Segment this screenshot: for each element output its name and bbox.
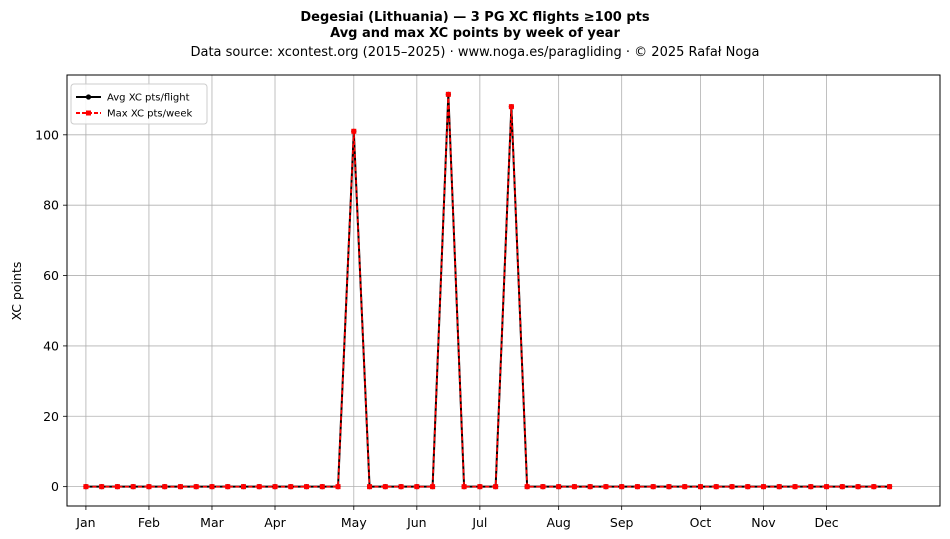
- x-tick-label: Sep: [610, 515, 634, 530]
- data-point-max: [146, 484, 152, 490]
- legend-label-avg: Avg XC pts/flight: [107, 93, 190, 104]
- data-point-max: [508, 104, 514, 110]
- data-point-max: [225, 484, 231, 490]
- data-point-max: [603, 484, 609, 490]
- series-line-max: [85, 93, 890, 488]
- data-point-max: [177, 484, 183, 490]
- data-point-max: [729, 484, 735, 490]
- data-point-max: [524, 484, 530, 490]
- data-point-max: [619, 484, 625, 490]
- data-point-max: [887, 484, 893, 490]
- data-point-max: [682, 484, 688, 490]
- data-point-max: [209, 484, 215, 490]
- data-point-max: [792, 484, 798, 490]
- x-tick-label: Mar: [200, 515, 224, 530]
- data-point-max: [587, 484, 593, 490]
- data-point-max: [162, 484, 168, 490]
- data-point-max: [666, 484, 672, 490]
- data-point-max: [871, 484, 877, 490]
- axes: 0 20 40 60 80 100 Jan Feb Mar Apr May Jun Jul Aug Sep O…: [35, 127, 839, 530]
- data-point-max: [367, 484, 373, 490]
- data-point-max: [382, 484, 388, 490]
- data-point-max: [634, 484, 640, 490]
- data-point-max: [697, 484, 703, 490]
- y-tick-label: 0: [51, 479, 59, 494]
- data-point-max: [114, 484, 120, 490]
- data-point-max: [83, 484, 89, 490]
- data-point-max: [414, 484, 420, 490]
- series-layer: [83, 91, 893, 490]
- x-tick-label: May: [341, 515, 367, 530]
- data-point-max: [571, 484, 577, 490]
- chart-subtitle: Data source: xcontest.org (2015–2025) · …: [190, 45, 759, 60]
- data-point-max: [808, 484, 814, 490]
- data-point-max: [776, 484, 782, 490]
- legend-label-max: Max XC pts/week: [107, 109, 192, 120]
- data-point-max: [824, 484, 830, 490]
- chart-title: Degesiai (Lithuania) — 3 PG XC flights ≥…: [300, 10, 649, 25]
- data-point-max: [319, 484, 325, 490]
- data-point-max: [445, 91, 451, 97]
- data-point-max: [839, 484, 845, 490]
- y-tick-label: 80: [43, 198, 59, 213]
- x-tick-label: Apr: [264, 515, 286, 530]
- data-point-max: [256, 484, 262, 490]
- x-tick-label: Jan: [75, 515, 95, 530]
- legend: Avg XC pts/flight Max XC pts/week: [70, 83, 208, 125]
- data-point-max: [713, 484, 719, 490]
- data-point-max: [855, 484, 861, 490]
- data-point-max: [493, 484, 499, 490]
- data-point-max: [335, 484, 341, 490]
- legend-box: [70, 83, 208, 125]
- data-point-max: [540, 484, 546, 490]
- data-point-max: [461, 484, 467, 490]
- data-point-max: [193, 484, 199, 490]
- y-tick-label: 100: [35, 127, 59, 142]
- data-point-max: [304, 484, 310, 490]
- legend-marker-avg: [85, 94, 92, 100]
- x-tick-label: Jun: [406, 515, 427, 530]
- x-tick-label: Jul: [471, 515, 487, 530]
- data-point-max: [430, 484, 436, 490]
- y-axis-label: XC points: [9, 262, 24, 321]
- plot-frame: [66, 74, 941, 507]
- chart-title-2: Avg and max XC points by week of year: [330, 26, 620, 41]
- x-tick-label: Nov: [751, 515, 776, 530]
- series-line-avg: [85, 93, 890, 488]
- x-tick-label: Aug: [546, 515, 570, 530]
- data-point-max: [288, 484, 294, 490]
- data-point-max: [650, 484, 656, 490]
- data-point-max: [351, 128, 357, 134]
- data-point-max: [398, 484, 404, 490]
- y-tick-label: 40: [43, 338, 59, 353]
- y-tick-label: 60: [43, 268, 59, 283]
- data-point-max: [130, 484, 136, 490]
- x-tick-label: Oct: [690, 515, 712, 530]
- data-point-max: [761, 484, 767, 490]
- y-tick-label: 20: [43, 409, 59, 424]
- data-point-max: [99, 484, 105, 490]
- x-tick-label: Feb: [138, 515, 160, 530]
- data-point-max: [272, 484, 278, 490]
- data-point-max: [477, 484, 483, 490]
- data-point-max: [745, 484, 751, 490]
- data-point-max: [556, 484, 562, 490]
- x-tick-label: Dec: [814, 515, 838, 530]
- legend-marker-max: [86, 110, 91, 116]
- data-point-max: [240, 484, 246, 490]
